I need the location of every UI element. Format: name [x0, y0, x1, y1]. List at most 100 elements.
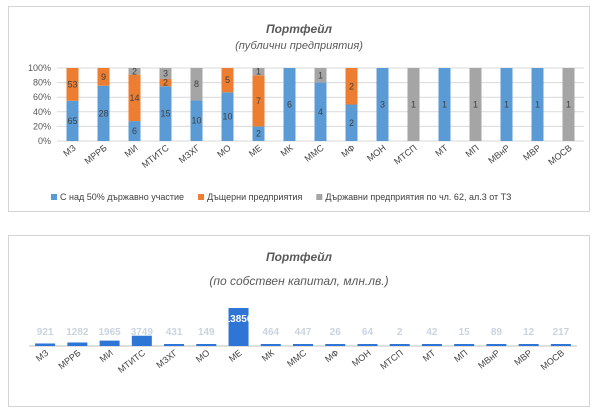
bar-segment	[66, 100, 79, 141]
data-label: 4	[318, 107, 323, 117]
data-label: 15	[459, 327, 471, 338]
data-label: 1	[504, 100, 509, 110]
x-tick-label: МФ	[339, 143, 357, 160]
bar-segment	[407, 68, 420, 141]
data-label: 1	[473, 100, 478, 110]
data-label: 28	[98, 108, 108, 118]
data-label: 2	[256, 129, 261, 139]
data-label: 15	[160, 109, 170, 119]
bar-segment	[469, 68, 482, 141]
bar-segment	[190, 68, 203, 101]
x-tick-label: МОН	[365, 143, 388, 164]
bar	[454, 344, 475, 346]
y-tick-label: 60%	[33, 92, 51, 102]
x-tick-label: МП	[464, 143, 481, 159]
x-tick-label: ММС	[285, 347, 308, 368]
legend-label: Дъщерни предприятия	[207, 192, 302, 202]
bar-segment	[97, 68, 110, 86]
data-label: 1	[566, 100, 571, 110]
x-tick-label: МИ	[123, 143, 140, 159]
chart-subtitle: (по собствен капитал, млн.лв.)	[9, 274, 589, 288]
x-tick-label: МВнР	[476, 348, 501, 371]
bar-segment	[66, 68, 79, 101]
x-tick-label: МТИТС	[140, 142, 171, 170]
data-label: 217	[553, 327, 570, 338]
x-tick-label: МФ	[323, 348, 341, 365]
y-tick-label: 0%	[38, 136, 51, 146]
x-tick-label: МК	[260, 347, 277, 363]
data-label: 1	[318, 70, 323, 80]
bar	[164, 344, 185, 346]
bar-segment	[221, 68, 234, 93]
data-label: 5	[225, 75, 230, 85]
data-label: 8	[194, 79, 199, 89]
data-label: 1282	[66, 327, 89, 338]
x-tick-label: МВнР	[486, 143, 511, 166]
legend-label: С над 50% държавно участие	[60, 192, 184, 202]
data-label: 3749	[131, 327, 154, 338]
bar	[131, 335, 152, 346]
bar-segment	[128, 74, 141, 122]
x-tick-label: МТИТС	[116, 347, 147, 375]
data-label: 26	[330, 327, 342, 338]
bar-segment	[159, 68, 172, 79]
y-tick-label: 20%	[33, 121, 51, 131]
x-tick-label: МОСВ	[539, 348, 566, 373]
data-label: 1965	[98, 327, 121, 338]
data-label: 464	[262, 327, 279, 338]
bar-segment	[97, 85, 110, 141]
bar-segment	[314, 82, 327, 141]
bar-segment	[221, 92, 234, 141]
x-tick-label: МЗ	[34, 348, 50, 364]
bar-segment	[252, 75, 265, 127]
data-label: 447	[295, 327, 312, 338]
data-label: 7	[256, 96, 261, 106]
data-label: 431	[166, 327, 183, 338]
chart-title: Портфейл	[265, 22, 333, 36]
data-label: 6	[132, 126, 137, 136]
bar-segment	[283, 68, 296, 141]
bar	[550, 344, 571, 346]
x-tick-label: МЗ	[61, 143, 77, 159]
data-label: 3	[163, 68, 168, 78]
bar-segment	[128, 121, 141, 141]
bar	[421, 344, 442, 346]
bar	[35, 343, 56, 346]
y-tick-label: 80%	[33, 78, 51, 88]
bar	[196, 344, 217, 346]
data-label: 89	[491, 327, 503, 338]
data-label: 65	[67, 116, 77, 126]
bar-segment	[252, 68, 265, 76]
data-label: 921	[37, 327, 54, 338]
x-tick-label: МОН	[350, 348, 373, 369]
data-label: 2	[397, 327, 403, 338]
x-tick-label: МТ	[433, 142, 450, 158]
x-tick-label: МВР	[521, 143, 543, 163]
x-tick-label: МТ	[421, 347, 438, 363]
bar-segment	[159, 78, 172, 87]
bar	[357, 344, 378, 346]
bar-segment	[438, 68, 451, 141]
bar-segment	[562, 68, 575, 141]
data-label: 6	[287, 100, 292, 110]
x-tick-label: МИ	[98, 348, 115, 364]
data-label: 1	[256, 67, 261, 77]
x-tick-label: МО	[194, 348, 212, 365]
data-label: 10	[222, 112, 232, 122]
legend-label: Държавни предприятия по чл. 62, ал.3 от …	[325, 192, 511, 202]
x-tick-label: МЕ	[247, 143, 264, 159]
chart-subtitle: (публични предприятия)	[235, 40, 363, 52]
x-tick-label: МТСП	[392, 143, 419, 167]
legend-swatch	[198, 194, 205, 200]
bar	[293, 344, 313, 346]
stacked-bar-plot: 0%20%40%60%80%100%6553МЗ289МРРБ6142МИ152…	[28, 63, 584, 202]
data-label: 53	[67, 79, 77, 89]
x-tick-label: ММС	[303, 142, 326, 163]
portfolio-equity-chart: Портфейл (по собствен капитал, млн.лв.) …	[8, 235, 590, 407]
bar-segment	[345, 68, 358, 105]
data-label: 42	[426, 327, 438, 338]
x-tick-label: МРРБ	[83, 143, 109, 167]
chart-subtitle-text: (по собствен капитал, млн.лв.)	[209, 274, 389, 288]
data-label: 2	[349, 81, 354, 91]
y-tick-label: 100%	[28, 63, 51, 73]
